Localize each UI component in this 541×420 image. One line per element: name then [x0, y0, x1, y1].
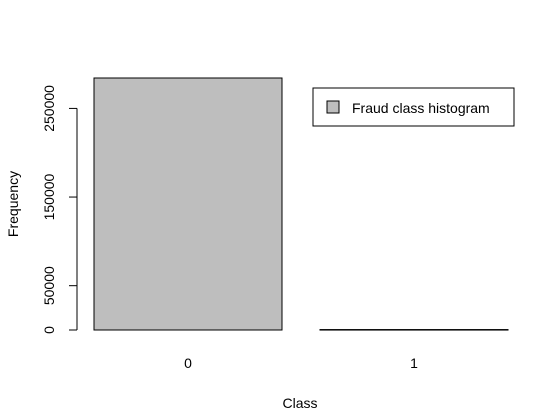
- x-category-label-1: 1: [410, 355, 418, 371]
- x-axis-title: Class: [282, 395, 317, 411]
- bar-class-0: [93, 77, 283, 331]
- y-axis-title: Frequency: [5, 171, 21, 237]
- x-category-label-0: 0: [184, 355, 192, 371]
- y-tick-label-250000: 250000: [41, 85, 57, 132]
- legend: Fraud class histogram: [312, 87, 515, 127]
- y-tick-label-150000: 150000: [41, 173, 57, 220]
- legend-label: Fraud class histogram: [352, 100, 490, 116]
- bar-class-1: [319, 329, 509, 331]
- y-axis: 0 50000 150000 250000: [41, 85, 78, 334]
- y-tick-label-50000: 50000: [41, 266, 57, 305]
- legend-box: [312, 87, 515, 127]
- y-tick-label-0: 0: [41, 326, 57, 334]
- bars-group: [93, 77, 509, 331]
- legend-swatch: [326, 100, 340, 114]
